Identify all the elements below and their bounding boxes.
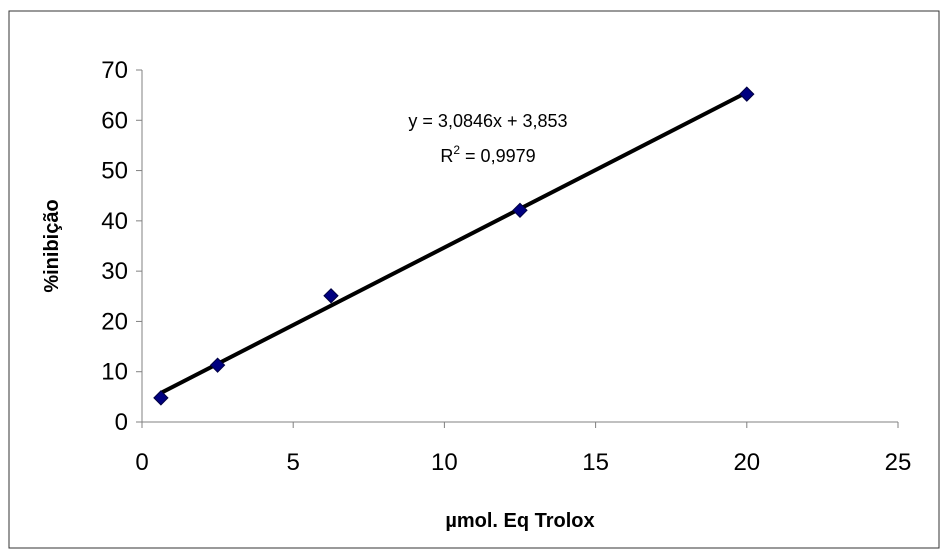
y-tick-label: 0 — [115, 409, 128, 436]
y-tick-label: 50 — [101, 158, 128, 185]
y-tick-label: 20 — [101, 308, 128, 335]
x-tick-label: 20 — [733, 449, 760, 476]
r-squared-label: R2 = 0,9979 — [440, 143, 535, 166]
y-tick-label: 70 — [101, 57, 128, 84]
y-tick-label: 40 — [101, 208, 128, 235]
trendline-equation: y = 3,0846x + 3,853 — [408, 111, 567, 131]
data-point-marker — [512, 202, 528, 219]
x-axis-ticks: 0 5 10 15 20 25 — [135, 422, 911, 476]
y-tick-label: 30 — [101, 258, 128, 285]
data-points — [153, 86, 755, 406]
r-squared-superscript: 2 — [453, 143, 460, 157]
x-tick-label: 0 — [135, 449, 148, 476]
data-point-marker — [209, 357, 226, 373]
r-squared-letter: R — [440, 146, 453, 166]
chart-border — [8, 10, 940, 549]
data-point-marker — [323, 288, 339, 304]
x-axis-title: µmol. Eq Trolox — [445, 510, 594, 532]
trendline — [159, 90, 748, 395]
y-axis-title: %inibição — [41, 199, 63, 292]
data-point-marker — [153, 390, 169, 406]
y-axis-ticks: 0 10 20 30 40 50 60 70 — [101, 57, 142, 436]
data-point-marker — [739, 86, 755, 102]
x-tick-label: 15 — [582, 449, 609, 476]
r-squared-value: = 0,9979 — [460, 146, 536, 166]
x-tick-label: 10 — [431, 449, 458, 476]
y-tick-label: 10 — [101, 359, 128, 386]
x-tick-label: 25 — [885, 449, 912, 476]
x-tick-label: 5 — [287, 449, 300, 476]
y-tick-label: 60 — [101, 107, 128, 134]
